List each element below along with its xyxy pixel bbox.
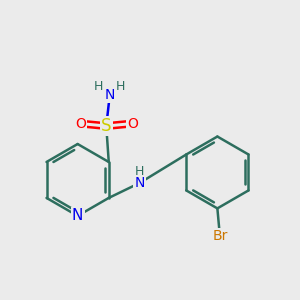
Text: N: N	[105, 88, 115, 102]
Text: N: N	[134, 176, 145, 190]
Text: O: O	[127, 116, 138, 130]
Text: H: H	[94, 80, 104, 93]
Text: O: O	[75, 116, 86, 130]
Text: N: N	[72, 208, 83, 224]
Text: Br: Br	[212, 229, 228, 243]
Text: H: H	[134, 166, 144, 178]
Text: H: H	[116, 80, 125, 93]
Text: S: S	[101, 117, 112, 135]
